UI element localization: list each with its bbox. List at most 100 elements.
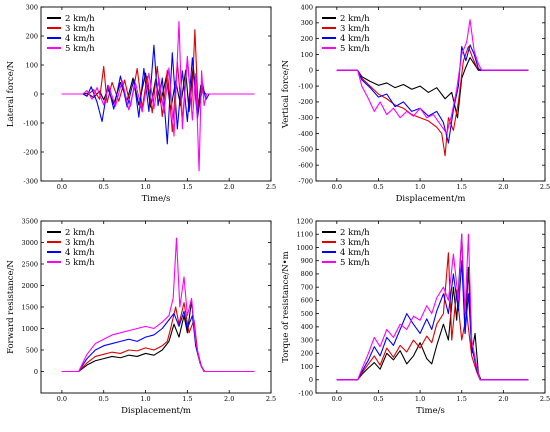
x-tick-label: 2.0: [498, 395, 508, 403]
y-tick-label: 200: [26, 32, 38, 40]
series-line-3: [336, 19, 529, 135]
y-tick-label: -700: [298, 177, 313, 185]
series-line-2: [336, 44, 529, 144]
legend-label: 5 km/h: [340, 44, 370, 54]
x-axis-title: Time/s: [142, 194, 171, 204]
legend-label: 4 km/h: [65, 34, 95, 44]
y-tick-label: -100: [298, 389, 313, 397]
y-tick-label: -300: [298, 114, 313, 122]
x-tick-label: 2.5: [266, 183, 276, 191]
y-tick-label: 500: [301, 310, 313, 318]
series-line-0: [336, 57, 529, 119]
x-tick-label: 2.0: [224, 183, 234, 191]
y-axis-title: Vertical force/N: [281, 59, 291, 129]
series-line-2: [61, 310, 255, 373]
x-axis-title: Time/s: [416, 406, 445, 416]
y-axis-title: Lateral force/N: [6, 60, 16, 127]
legend-label: 2 km/h: [65, 228, 95, 238]
x-tick-label: 1.5: [457, 183, 467, 191]
legend-label: 3 km/h: [340, 238, 370, 248]
series-line-1: [61, 302, 255, 373]
y-tick-label: 500: [26, 346, 38, 354]
y-tick-label: 400: [301, 323, 313, 331]
x-tick-label: 2.5: [266, 395, 276, 403]
series-line-0: [61, 300, 255, 373]
x-tick-label: 1.0: [415, 183, 425, 191]
legend-label: 4 km/h: [340, 248, 370, 258]
series-line-3: [61, 20, 255, 172]
y-tick-label: 200: [301, 350, 313, 358]
x-tick-label: 0.5: [99, 183, 109, 191]
y-tick-label: 1200: [296, 217, 313, 225]
x-tick-label: 1.5: [182, 183, 192, 191]
y-tick-label: -100: [298, 82, 313, 90]
x-tick-label: 1.0: [140, 183, 150, 191]
legend-label: 3 km/h: [65, 238, 95, 248]
y-tick-label: -600: [298, 161, 313, 169]
y-tick-label: 900: [301, 257, 313, 265]
chart-2: 0.0 0.5 1.0 1.5 2.0 2.5 0 500 1000 1500 2000 2500 30…: [6, 217, 276, 416]
chart-3: 0.0 0.5 1.0 1.5 2.0 2.5 -100 0 100 200 300 400 500 60…: [281, 217, 550, 416]
x-tick-label: 2.0: [498, 183, 508, 191]
y-tick-label: 1500: [21, 303, 38, 311]
legend-label: 2 km/h: [340, 14, 370, 24]
x-tick-label: 0.0: [332, 183, 342, 191]
x-tick-label: 0.0: [332, 395, 342, 403]
legend-label: 5 km/h: [65, 44, 95, 54]
legend-label: 4 km/h: [65, 248, 95, 258]
y-tick-label: 0: [309, 376, 313, 384]
y-tick-label: 200: [301, 35, 313, 43]
y-tick-label: 700: [301, 283, 313, 291]
y-tick-label: -200: [298, 98, 313, 106]
legend-label: 3 km/h: [65, 24, 95, 34]
chart-1: 0.0 0.5 1.0 1.5 2.0 2.5 -700 -600 -500 -400 -300 -2…: [281, 3, 550, 204]
plot-frame: [315, 6, 546, 182]
y-tick-label: -200: [23, 148, 38, 156]
y-tick-label: 800: [301, 270, 313, 278]
y-tick-label: 1000: [296, 244, 313, 252]
y-tick-label: 0: [34, 368, 38, 376]
x-tick-label: 0.0: [57, 183, 67, 191]
y-tick-label: 100: [301, 363, 313, 371]
x-tick-label: 2.5: [540, 395, 550, 403]
y-tick-label: -500: [298, 146, 313, 154]
x-tick-label: 0.5: [373, 395, 383, 403]
x-axis-title: Displacement/m: [121, 406, 191, 416]
x-tick-label: 1.0: [415, 395, 425, 403]
x-tick-label: 1.5: [457, 395, 467, 403]
y-tick-label: 300: [26, 3, 38, 11]
y-tick-label: -100: [23, 119, 38, 127]
legend-label: 5 km/h: [65, 258, 95, 268]
chart-0: 0.0 0.5 1.0 1.5 2.0 2.5 -300 -200 -100 0 100 200 300…: [6, 3, 276, 204]
y-tick-label: 600: [301, 297, 313, 305]
y-tick-label: 3000: [21, 239, 38, 247]
y-tick-label: 0: [309, 67, 313, 75]
y-tick-label: -300: [23, 177, 38, 185]
y-tick-label: 1100: [296, 231, 313, 239]
series-line-2: [336, 260, 529, 381]
y-tick-label: 300: [301, 19, 313, 27]
y-axis-title: Torque of resistance/N•m: [281, 251, 291, 362]
x-tick-label: 0.0: [57, 395, 67, 403]
series-line-2: [61, 44, 255, 145]
y-tick-label: -400: [298, 130, 313, 138]
series-line-3: [336, 233, 529, 381]
y-axis-title: Forward resistance/N: [6, 260, 16, 354]
y-tick-label: 0: [34, 90, 38, 98]
y-tick-label: 3500: [21, 217, 38, 225]
x-tick-label: 2.0: [224, 395, 234, 403]
x-tick-label: 0.5: [99, 395, 109, 403]
legend-label: 2 km/h: [340, 228, 370, 238]
plot-frame: [315, 220, 546, 394]
x-tick-label: 1.0: [140, 395, 150, 403]
y-tick-label: 300: [301, 336, 313, 344]
series-line-1: [336, 46, 529, 157]
series-line-3: [61, 237, 255, 373]
x-tick-label: 2.5: [540, 183, 550, 191]
y-tick-label: 2000: [21, 282, 38, 290]
x-tick-label: 0.5: [373, 183, 383, 191]
series-line-0: [61, 64, 255, 116]
x-axis-title: Displacement/m: [396, 194, 466, 204]
